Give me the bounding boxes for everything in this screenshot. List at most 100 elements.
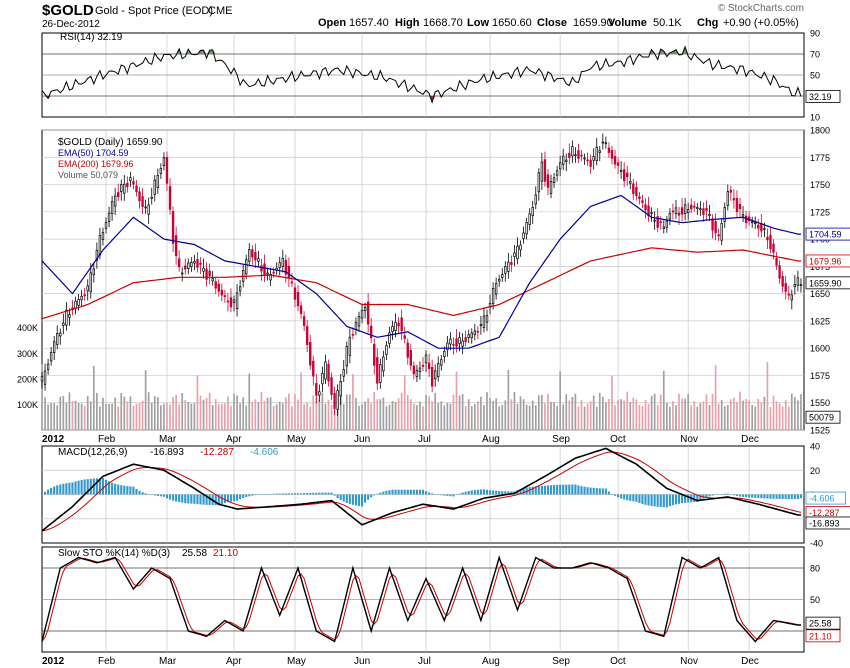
macd-histogram-bar [248,494,251,497]
volume-bar [632,397,635,430]
price-tick-label: 1650 [810,289,830,299]
macd-histogram-bar [306,492,309,495]
volume-bar [699,403,702,430]
volume-bar [547,393,549,430]
candle-body [571,146,574,157]
macd-histogram-bar [668,494,671,507]
volume-bar [312,395,315,430]
candle-body [144,206,147,209]
macd-histogram-bar [418,489,422,495]
volume-bar [428,396,430,430]
candle-body [43,370,47,385]
macd-histogram-bar [556,484,559,495]
macd-histogram-bar [796,494,799,500]
macd-histogram-bar [751,494,754,498]
macd-histogram-bar [745,494,748,498]
candle-body [440,359,443,366]
candle-body [208,270,211,277]
volume-bar [659,394,662,430]
volume-last-label-box [805,410,841,424]
volume-bar [531,400,534,430]
sto-tick-label: 80 [810,564,820,574]
volume-bar [413,403,415,430]
macd-histogram-bar [382,491,385,495]
macd-histogram-bar [150,494,153,495]
macd-histogram-bar [738,494,742,497]
macd-histogram-bar [799,494,803,499]
month-label: Apr [226,656,242,667]
macd-histogram-bar [357,494,361,506]
month-label: Feb [98,434,116,445]
macd-histogram-bar [501,491,504,495]
volume-bar [650,395,653,430]
volume-bar [59,396,62,430]
candle-body [251,249,254,258]
macd-histogram-bar [367,494,370,500]
macd-histogram-bar [708,494,711,497]
rsi-tick-label: 90 [810,29,820,39]
macd-histogram-bar [559,484,562,495]
macd-histogram-bar [428,492,431,495]
volume-bar [525,404,528,430]
volume-bar [41,364,43,430]
candle-body [360,309,364,319]
candle-body [464,337,467,343]
candle-body [534,194,537,205]
month-label: Sep [552,434,570,445]
candle-body [598,150,601,153]
macd-histogram-bar [769,494,772,499]
open-value: 1657.40 [349,17,389,29]
volume-bar [257,402,260,430]
candle-body [647,205,650,217]
volume-bar [672,401,674,430]
macd-histogram-bar [507,491,510,495]
ema50-last-label: 1704.59 [809,230,842,240]
candle-body [421,364,425,367]
candle-body [653,219,656,222]
macd-histogram-bar [568,484,571,495]
macd-histogram-bar [757,494,760,499]
volume-bar [766,362,769,430]
macd-histogram-bar [123,485,126,495]
price-tick-label: 1750 [810,180,830,190]
macd-histogram-bar [644,494,647,505]
candle-body [473,330,477,335]
macd-histogram-bar [242,494,245,498]
volume-bar [733,397,735,430]
candle-body [796,277,800,286]
volume-bar [452,394,455,430]
candle-body [293,287,297,300]
macd-histogram-bar [327,492,330,495]
macd-histogram-bar [741,494,745,497]
volume-bar [160,405,162,430]
candle-body [568,152,571,158]
macd-histogram-bar [781,494,784,499]
volume-bar [105,403,107,430]
volume-bar [288,393,290,430]
macd-histogram-bar [775,494,778,499]
macd-histogram-bar [577,485,580,495]
macd-histogram-bar [452,494,455,497]
candle-body [159,167,163,174]
volume-bar [83,405,86,430]
volume-bar [617,399,619,430]
candle-body [150,196,153,199]
volume-bar [196,375,199,430]
candle-body [129,177,132,181]
volume-bar [473,404,476,430]
candle-body [671,210,675,213]
macd-histogram-bar [379,492,382,495]
macd-histogram-bar [345,494,348,503]
close-label: Close [537,17,567,29]
month-label: Dec [741,656,759,667]
volume-bar [132,405,135,430]
candle-body [659,221,662,224]
candle-body [686,209,690,214]
volume-bar [327,400,330,430]
candle-body [641,200,644,203]
macd-histogram-bar [485,489,489,495]
macd-histogram-bar [510,491,513,495]
rsi-last-label: 32.19 [809,92,832,102]
macd-histogram-bar [373,494,376,496]
